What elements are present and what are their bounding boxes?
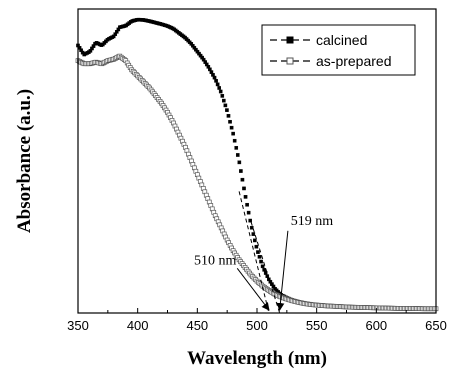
- tangent-line: [250, 221, 281, 314]
- data-point: [242, 186, 246, 191]
- x-tick-label: 400: [127, 318, 149, 333]
- x-axis-ticks: 350 400 450 500 550 600 650: [67, 308, 447, 333]
- annotation-510-nm: 510 nm: [194, 253, 270, 311]
- data-point: [214, 79, 218, 83]
- x-tick-label: 450: [186, 318, 208, 333]
- data-point: [217, 86, 221, 90]
- data-point: [234, 146, 239, 150]
- data-point: [218, 89, 223, 94]
- data-point: [225, 108, 229, 112]
- data-point: [232, 138, 237, 143]
- legend-marker: [286, 36, 294, 44]
- data-point: [220, 94, 225, 98]
- annotation-label: 519 nm: [291, 214, 334, 229]
- legend-box: [261, 24, 416, 76]
- data-point: [254, 244, 259, 249]
- data-point: [243, 195, 248, 199]
- data-point: [257, 255, 262, 259]
- x-tick-label: 600: [365, 318, 387, 333]
- data-point: [226, 114, 231, 118]
- annotations: 510 nm 519 nm: [194, 191, 334, 314]
- data-point: [222, 98, 226, 103]
- data-point: [228, 119, 232, 124]
- data-point: [248, 218, 252, 223]
- data-point: [215, 82, 220, 87]
- annotation-519-nm: 519 nm: [276, 214, 334, 311]
- legend-entry-calcined: calcined: [270, 32, 367, 48]
- data-point: [259, 259, 263, 264]
- legend: calcined as-prepared: [261, 24, 416, 76]
- plot-series: [75, 17, 439, 312]
- x-tick-label: 350: [67, 318, 89, 333]
- data-point: [249, 225, 254, 230]
- data-point: [212, 75, 217, 80]
- data-point: [237, 160, 242, 165]
- data-point: [256, 250, 260, 254]
- data-point: [235, 153, 240, 157]
- annotation-arrow: [236, 268, 270, 311]
- legend-marker: [286, 57, 294, 65]
- data-point: [251, 232, 256, 236]
- legend-entry-as-prepared: as-prepared: [270, 53, 392, 69]
- annotation-arrow: [276, 230, 289, 311]
- data-point: [240, 177, 245, 182]
- data-point: [229, 125, 234, 130]
- data-point: [231, 131, 235, 136]
- data-point: [245, 202, 249, 207]
- x-tick-label: 550: [306, 318, 328, 333]
- annotation-label: 510 nm: [194, 253, 237, 268]
- data-point: [223, 103, 228, 108]
- series-as-prepared: [75, 53, 439, 312]
- data-point: [253, 238, 257, 243]
- x-tick-label: 500: [246, 318, 268, 333]
- tangent-line: [238, 191, 270, 314]
- legend-label: as-prepared: [316, 53, 392, 69]
- x-tick-label: 650: [425, 318, 447, 333]
- x-axis-title: Wavelength (nm): [187, 348, 327, 369]
- legend-label: calcined: [316, 32, 367, 48]
- data-point: [246, 210, 251, 215]
- y-axis-title: Absorbance (a.u.): [14, 89, 35, 233]
- data-point: [260, 264, 265, 269]
- data-point: [239, 169, 243, 173]
